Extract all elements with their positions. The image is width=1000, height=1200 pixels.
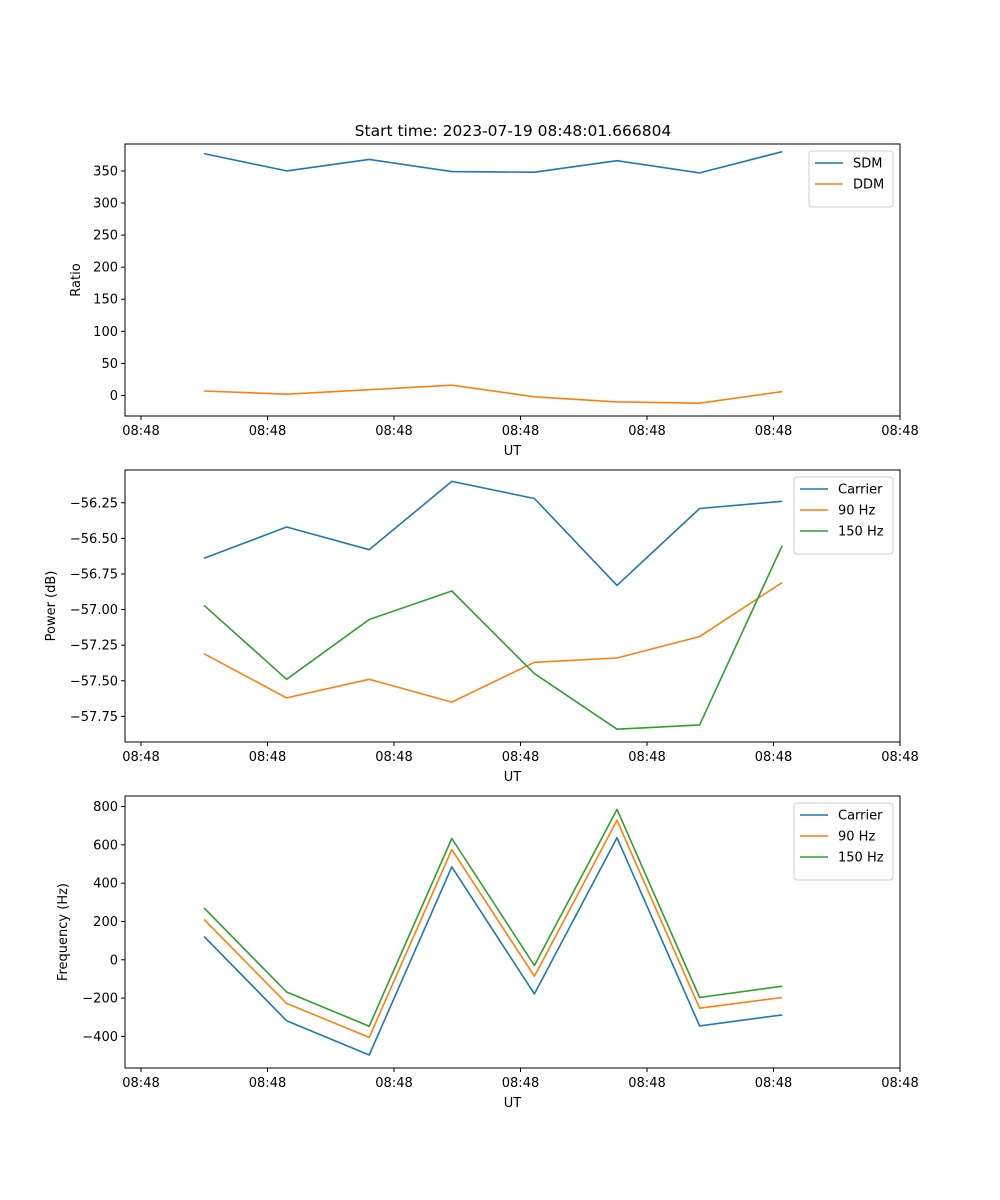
x-tick-label: 08:48 xyxy=(628,750,665,765)
y-tick-label: −56.50 xyxy=(70,532,118,547)
y-tick-label: 0 xyxy=(110,953,118,968)
y-tick-label: 600 xyxy=(93,838,118,853)
legend-label: DDM xyxy=(853,178,884,193)
y-tick-label: 100 xyxy=(93,325,118,340)
y-tick-label: 300 xyxy=(93,197,118,212)
panel-3: 08:4808:4808:4808:4808:4808:4808:4808:49… xyxy=(56,795,919,1111)
x-tick-label: 08:48 xyxy=(375,750,412,765)
y-tick-label: −57.50 xyxy=(70,674,118,689)
y-tick-label: −56.75 xyxy=(70,567,118,582)
series-line-sdm xyxy=(203,150,783,174)
x-axis-label: UT xyxy=(504,770,522,785)
legend-label: 150 Hz xyxy=(838,525,884,540)
x-axis-label: UT xyxy=(504,444,522,459)
y-tick-label: −400 xyxy=(82,1030,118,1045)
x-tick-label: 08:48 xyxy=(249,424,286,439)
x-tick-label: 08:48 xyxy=(502,424,539,439)
plot-frame xyxy=(124,143,901,417)
x-tick-label: 08:48 xyxy=(755,1076,792,1091)
series-line-carrier xyxy=(203,480,783,587)
x-tick-label: 08:48 xyxy=(375,1076,412,1091)
plot-frame xyxy=(124,795,901,1069)
x-tick-label: 08:48 xyxy=(881,750,918,765)
legend-label: 90 Hz xyxy=(838,830,875,845)
figure-title: Start time: 2023-07-19 08:48:01.666804 xyxy=(355,122,672,140)
x-tick-label: 08:48 xyxy=(249,1076,286,1091)
panel-1: 08:4808:4808:4808:4808:4808:4808:4808:49… xyxy=(69,143,919,459)
y-axis-label: Ratio xyxy=(69,263,84,296)
plot-frame xyxy=(124,469,901,743)
x-tick-label: 08:48 xyxy=(122,424,159,439)
y-tick-label: 250 xyxy=(93,229,118,244)
y-tick-label: 150 xyxy=(93,293,118,308)
panel-2: 08:4808:4808:4808:4808:4808:4808:4808:49… xyxy=(44,469,919,785)
x-tick-label: 08:48 xyxy=(755,750,792,765)
legend-box xyxy=(793,476,894,555)
x-tick-label: 08:48 xyxy=(375,424,412,439)
y-tick-label: 400 xyxy=(93,877,118,892)
y-tick-label: 200 xyxy=(93,261,118,276)
legend: Carrier 90 Hz 150 Hz xyxy=(793,476,894,555)
y-tick-label: −200 xyxy=(82,992,118,1007)
y-axis-label: Power (dB) xyxy=(44,571,59,642)
x-tick-label: 08:48 xyxy=(122,1076,159,1091)
y-tick-label: −57.75 xyxy=(70,710,118,725)
legend-label: Carrier xyxy=(838,809,883,824)
panels: 08:4808:4808:4808:4808:4808:4808:4808:49… xyxy=(44,143,919,1111)
y-tick-label: 200 xyxy=(93,915,118,930)
x-tick-label: 08:48 xyxy=(881,424,918,439)
y-tick-label: 50 xyxy=(101,357,118,372)
x-tick-label: 08:48 xyxy=(502,1076,539,1091)
x-tick-label: 08:48 xyxy=(755,424,792,439)
series-line-ddm xyxy=(203,384,783,405)
x-tick-label: 08:48 xyxy=(628,1076,665,1091)
y-tick-label: −57.00 xyxy=(70,603,118,618)
series-line-150-hz xyxy=(203,545,783,731)
y-tick-label: 350 xyxy=(93,164,118,179)
legend-label: SDM xyxy=(853,157,882,172)
legend: SDM DDM xyxy=(808,150,894,208)
series-line-carrier xyxy=(203,836,783,1056)
legend-label: Carrier xyxy=(838,483,883,498)
series-line-150-hz xyxy=(203,808,783,1027)
x-tick-label: 08:48 xyxy=(502,750,539,765)
legend-label: 90 Hz xyxy=(838,504,875,519)
series-line-90-hz xyxy=(203,581,783,703)
legend-box xyxy=(793,802,894,881)
legend-label: 150 Hz xyxy=(838,851,884,866)
y-tick-label: −57.25 xyxy=(70,639,118,654)
x-axis-label: UT xyxy=(504,1096,522,1111)
x-tick-label: 08:48 xyxy=(628,424,665,439)
x-tick-label: 08:48 xyxy=(881,1076,918,1091)
legend: Carrier 90 Hz 150 Hz xyxy=(793,802,894,881)
x-tick-label: 08:48 xyxy=(249,750,286,765)
y-tick-label: 0 xyxy=(110,389,118,404)
y-tick-label: −56.25 xyxy=(70,496,118,511)
x-tick-label: 08:48 xyxy=(122,750,159,765)
y-axis-label: Frequency (Hz) xyxy=(56,883,71,981)
y-tick-label: 800 xyxy=(93,800,118,815)
legend-box xyxy=(808,150,894,208)
series-line-90-hz xyxy=(203,819,783,1039)
